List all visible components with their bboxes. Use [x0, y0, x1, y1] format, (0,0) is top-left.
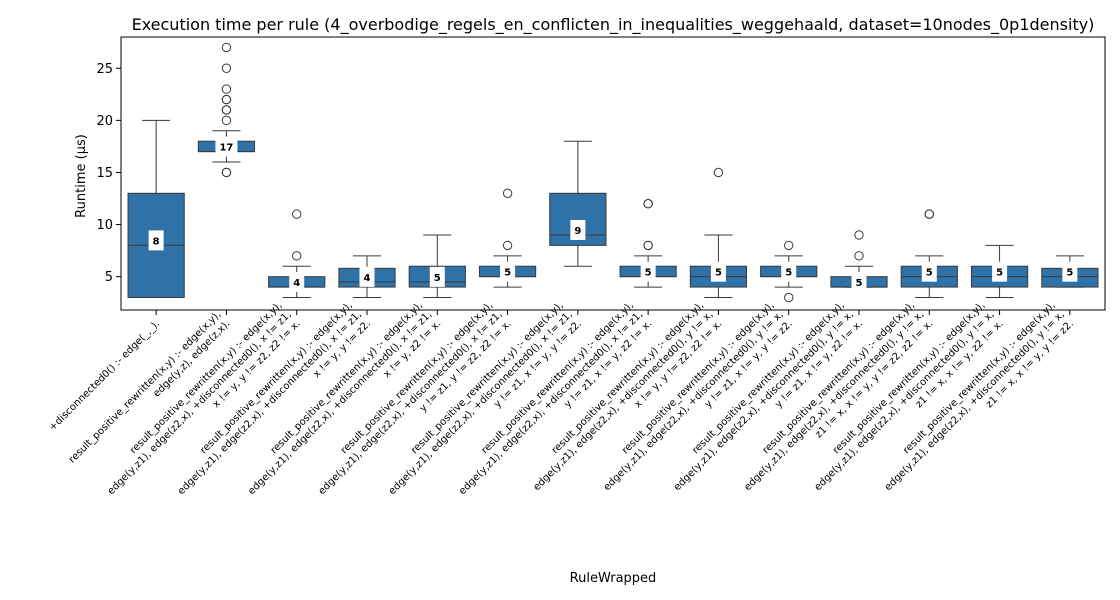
median-label: 5 [785, 268, 792, 279]
outlier-point [854, 230, 864, 240]
plot-frame [120, 36, 1106, 311]
y-tick-label: 20 [96, 114, 113, 129]
median-label-background [640, 261, 656, 282]
median-label-background [781, 261, 797, 282]
outlier-point [924, 209, 934, 219]
box-group: 4 [268, 209, 326, 315]
median-label: 5 [1066, 268, 1073, 279]
outlier-point [784, 240, 794, 251]
outlier-point [221, 63, 232, 73]
outlier-point [854, 251, 864, 261]
median-label: 5 [926, 268, 933, 279]
box-group: 8 [127, 119, 185, 315]
x-axis-label: RuleWrapped [570, 571, 657, 586]
outlier-point [221, 94, 232, 105]
median-label-background [500, 261, 516, 282]
median-label-background [359, 266, 375, 287]
median-label-background [710, 261, 726, 282]
y-axis-label: Runtime (µs) [74, 134, 89, 218]
median-label-background [215, 136, 238, 157]
box-group: 5 [900, 209, 958, 315]
median-label-background [921, 261, 937, 282]
box-group: 5 [830, 230, 888, 315]
y-tick-label: 15 [96, 166, 113, 181]
outlier-point [502, 240, 513, 251]
box-group: 5 [689, 167, 748, 315]
box-group: 5 [478, 188, 537, 315]
median-label: 5 [645, 268, 652, 279]
box-group: 17 [197, 42, 256, 315]
y-tick-label: 10 [96, 218, 113, 233]
chart-title: Execution time per rule (4_overbodige_re… [132, 15, 1095, 35]
median-label: 9 [574, 226, 581, 237]
median-label: 8 [153, 236, 160, 247]
box-group: 5 [408, 234, 466, 315]
outlier-point [221, 115, 232, 126]
outlier-point [292, 251, 302, 261]
box-group: 5 [1041, 255, 1099, 315]
outlier-point [643, 240, 653, 251]
median-label-background [1062, 261, 1078, 282]
outlier-point [221, 167, 232, 178]
median-label-background [148, 230, 164, 251]
box-group: 9 [549, 140, 607, 315]
median-label-background [992, 261, 1008, 282]
outlier-point [784, 292, 794, 303]
outlier-point [221, 84, 232, 94]
outlier-point [221, 105, 232, 115]
outlier-point [221, 42, 232, 53]
median-label-background [429, 266, 445, 287]
box-group: 5 [760, 240, 818, 315]
box-group: 5 [970, 244, 1029, 315]
outlier-point [502, 188, 513, 198]
box-group: 4 [338, 255, 396, 315]
median-label-background [289, 272, 305, 293]
median-label: 5 [856, 278, 863, 289]
outlier-point [713, 167, 724, 178]
median-label: 5 [504, 268, 511, 279]
box-group: 5 [619, 199, 677, 315]
median-label: 17 [219, 143, 233, 154]
median-label: 5 [715, 268, 722, 279]
median-label-background [570, 219, 586, 240]
y-tick-label: 25 [96, 62, 113, 77]
median-label: 5 [434, 273, 441, 284]
y-tick-label: 5 [105, 270, 113, 285]
median-label-background [851, 272, 867, 293]
median-label: 4 [293, 278, 300, 289]
outlier-point [643, 199, 653, 209]
median-label: 4 [364, 273, 371, 284]
outlier-point [292, 209, 302, 219]
median-label: 5 [996, 268, 1003, 279]
